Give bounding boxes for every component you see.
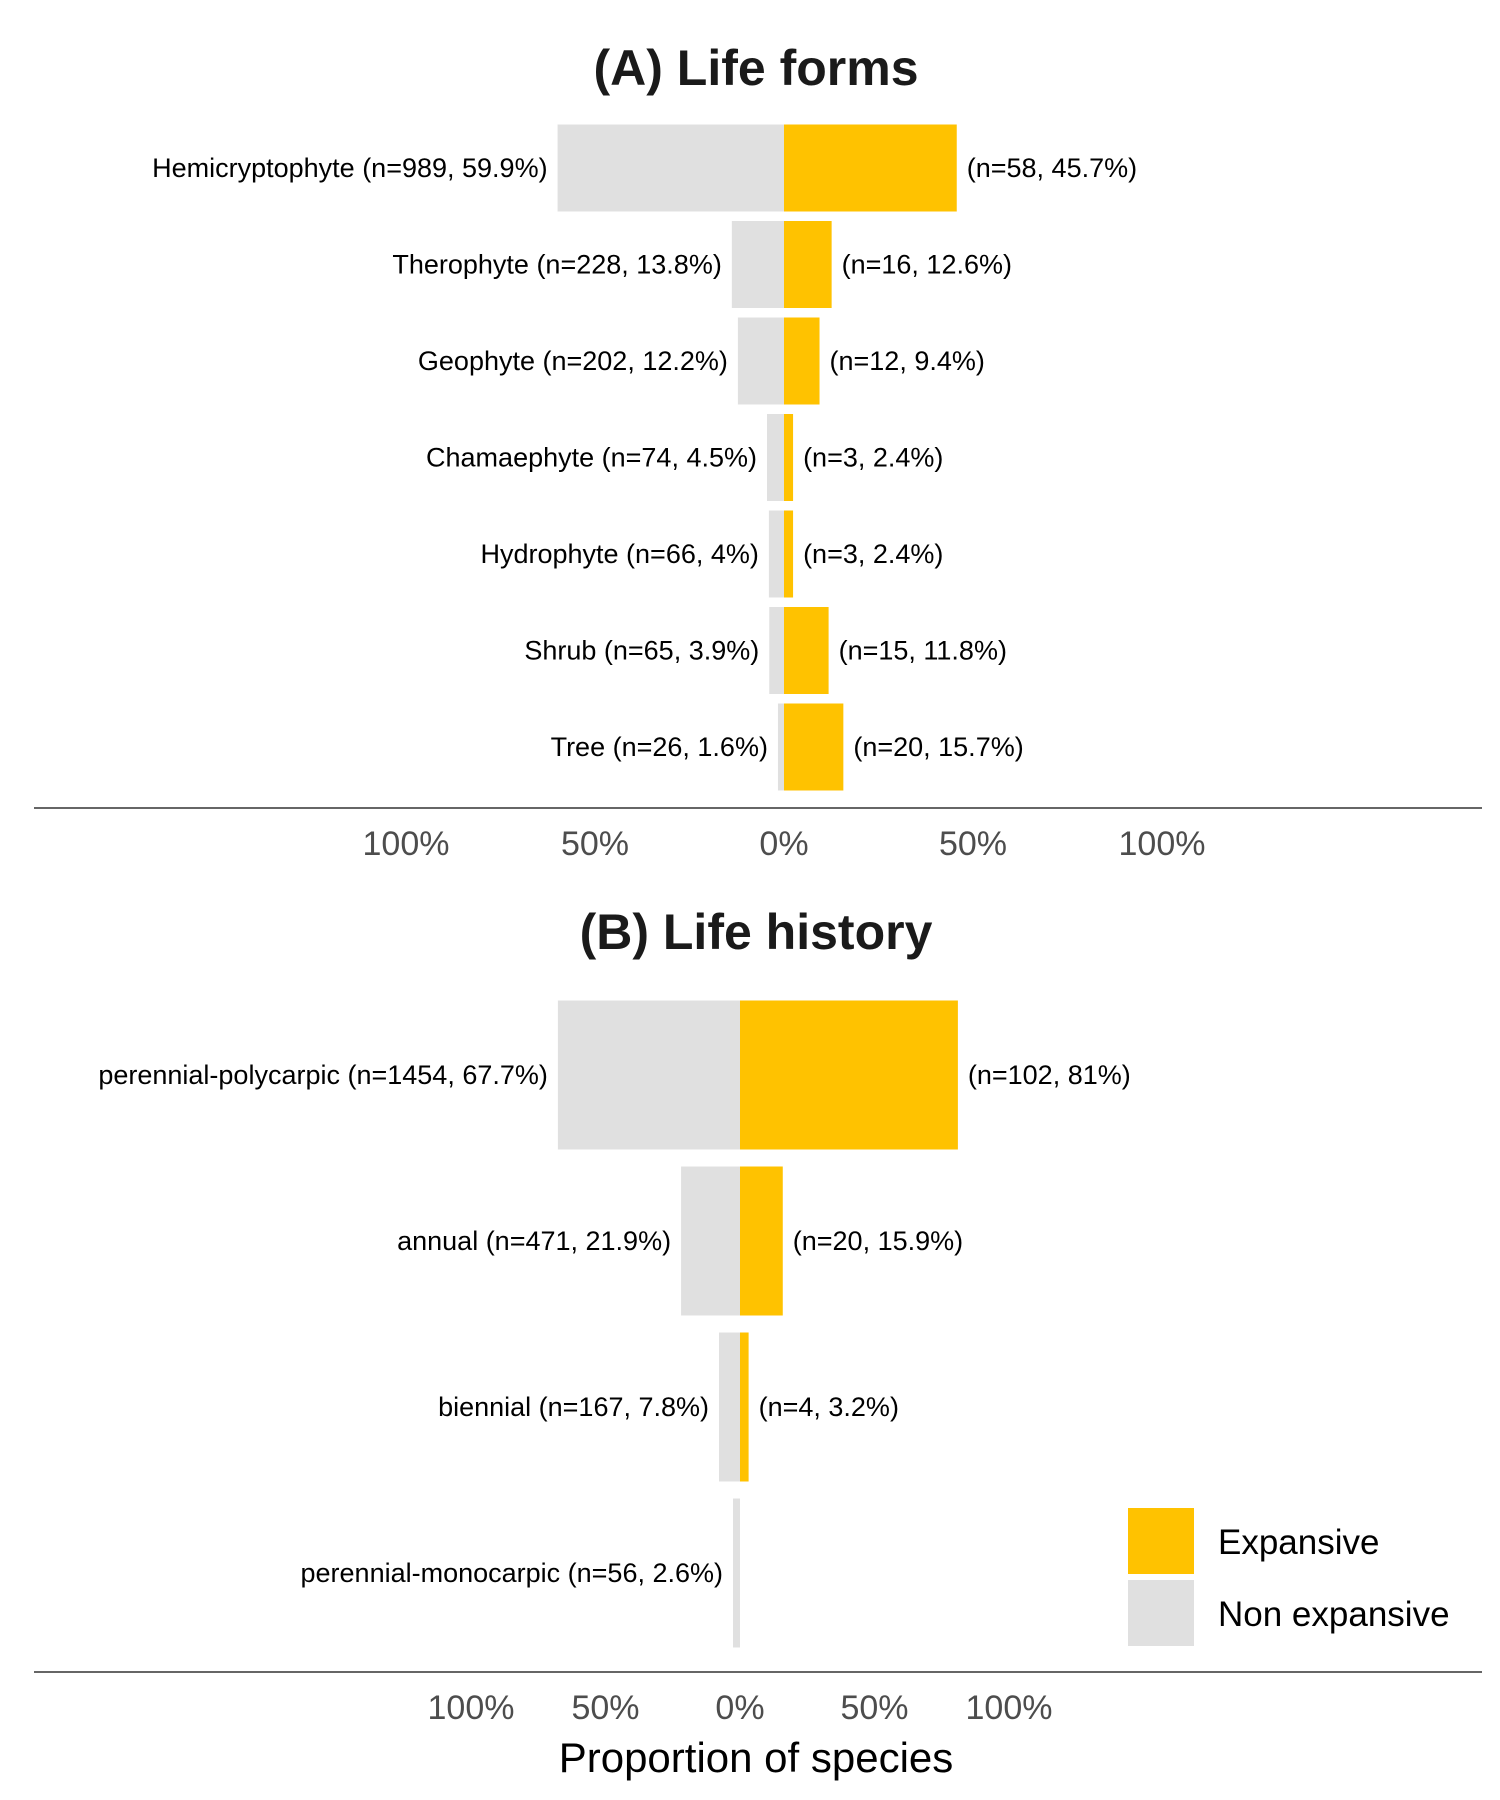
panel-a-bars: Hemicryptophyte (n=989, 59.9%) (n=58, 45.… <box>152 124 1137 791</box>
bar-expansive-chamaephyte <box>784 414 794 501</box>
legend-key-non-expansive <box>1128 1580 1194 1646</box>
bar-label-expansive-tree: (n=20, 15.7%) <box>853 732 1023 762</box>
bar-expansive-geophyte <box>784 317 820 405</box>
bar-non-expansive-annual <box>681 1166 740 1316</box>
tick-label: 100% <box>1119 825 1206 863</box>
tick-label: 100% <box>363 825 450 863</box>
bar-label-expansive-perennial-polycarpic: (n=102, 81%) <box>968 1060 1131 1090</box>
tick-label: 100% <box>428 1689 515 1727</box>
bar-non-expansive-hemicryptophyte <box>557 124 784 212</box>
bar-non-expansive-shrub <box>769 607 784 694</box>
panel-b-tick-labels: 100% 50% 0% 50% 100% <box>428 1689 1053 1727</box>
bar-label-expansive-biennial: (n=4, 3.2%) <box>759 1392 899 1422</box>
bar-label-expansive-chamaephyte: (n=3, 2.4%) <box>803 443 943 473</box>
bar-expansive-hydrophyte <box>784 510 794 598</box>
tick-label: 0% <box>715 1689 764 1727</box>
tick-label: 50% <box>561 825 629 863</box>
panel-life-forms: (A) Life forms Hemicryptophyte (n=989, 5… <box>34 40 1482 863</box>
x-axis-title: Proportion of species <box>559 1734 954 1781</box>
tick-label: 100% <box>966 1689 1053 1727</box>
bar-non-expansive-tree <box>777 703 784 791</box>
tick-label: 50% <box>939 825 1007 863</box>
bar-label-non-expansive-chamaephyte: Chamaephyte (n=74, 4.5%) <box>426 443 757 473</box>
bar-label-non-expansive-biennial: biennial (n=167, 7.8%) <box>438 1392 709 1422</box>
panel-a-tick-labels: 100% 50% 0% 50% 100% <box>363 825 1206 863</box>
bar-label-expansive-hydrophyte: (n=3, 2.4%) <box>803 539 943 569</box>
bar-label-non-expansive-perennial-monocarpic: perennial-monocarpic (n=56, 2.6%) <box>301 1558 723 1588</box>
bar-label-non-expansive-geophyte: Geophyte (n=202, 12.2%) <box>418 346 728 376</box>
bar-label-expansive-shrub: (n=15, 11.8%) <box>839 636 1007 666</box>
legend-label-non-expansive: Non expansive <box>1218 1595 1450 1634</box>
bar-non-expansive-geophyte <box>737 317 784 405</box>
bar-label-non-expansive-tree: Tree (n=26, 1.6%) <box>551 732 768 762</box>
bar-non-expansive-perennial-polycarpic <box>557 1000 740 1150</box>
tick-label: 50% <box>571 1689 639 1727</box>
bar-label-expansive-therophyte: (n=16, 12.6%) <box>842 250 1012 280</box>
bar-label-non-expansive-annual: annual (n=471, 21.9%) <box>397 1226 671 1256</box>
bar-non-expansive-biennial <box>719 1332 740 1482</box>
panel-life-history: (B) Life history perennial-polycarpic (n… <box>34 904 1482 1727</box>
panel-b-title: (B) Life history <box>580 904 933 960</box>
bar-label-non-expansive-perennial-polycarpic: perennial-polycarpic (n=1454, 67.7%) <box>98 1060 548 1090</box>
bar-label-expansive-annual: (n=20, 15.9%) <box>793 1226 963 1256</box>
bar-expansive-therophyte <box>784 221 832 308</box>
bar-expansive-biennial <box>740 1332 749 1482</box>
bar-expansive-tree <box>784 703 844 791</box>
bar-label-non-expansive-shrub: Shrub (n=65, 3.9%) <box>524 636 759 666</box>
bar-expansive-perennial-polycarpic <box>740 1000 958 1150</box>
bar-label-non-expansive-hydrophyte: Hydrophyte (n=66, 4%) <box>480 539 758 569</box>
bar-non-expansive-chamaephyte <box>766 414 784 501</box>
bar-label-expansive-hemicryptophyte: (n=58, 45.7%) <box>967 153 1137 183</box>
tick-label: 50% <box>840 1689 908 1727</box>
bar-non-expansive-therophyte <box>731 221 784 308</box>
bar-non-expansive-perennial-monocarpic <box>733 1498 740 1648</box>
bar-label-expansive-geophyte: (n=12, 9.4%) <box>830 346 985 376</box>
bar-label-non-expansive-hemicryptophyte: Hemicryptophyte (n=989, 59.9%) <box>152 153 547 183</box>
bar-expansive-shrub <box>784 607 829 694</box>
bar-label-non-expansive-therophyte: Therophyte (n=228, 13.8%) <box>392 250 721 280</box>
legend: Expansive Non expansive <box>1128 1508 1450 1646</box>
legend-key-expansive <box>1128 1508 1194 1574</box>
panel-a-title: (A) Life forms <box>594 40 919 96</box>
legend-label-expansive: Expansive <box>1218 1523 1379 1562</box>
bar-expansive-annual <box>740 1166 783 1316</box>
bar-non-expansive-hydrophyte <box>768 510 784 598</box>
tick-label: 0% <box>759 825 808 863</box>
panel-b-bars: perennial-polycarpic (n=1454, 67.7%) (n=1… <box>98 1000 1131 1648</box>
bar-expansive-hemicryptophyte <box>784 124 957 212</box>
